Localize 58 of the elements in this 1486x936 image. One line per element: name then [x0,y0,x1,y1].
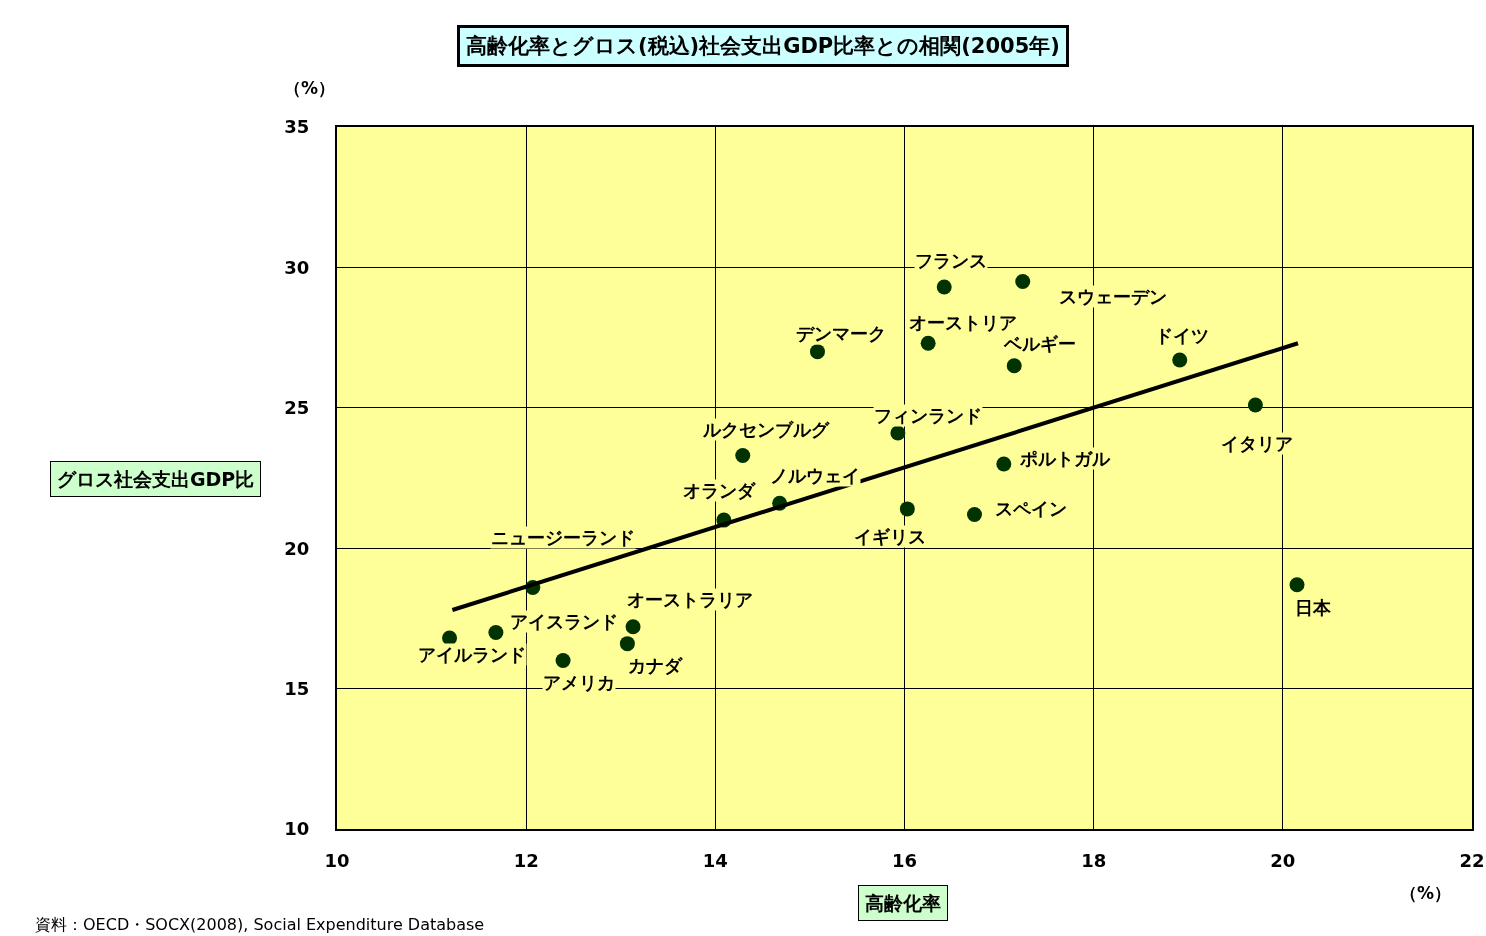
annotation: スペイン [995,498,1067,519]
y-tick-label: 30 [284,256,310,278]
point [899,501,915,517]
point [996,456,1012,472]
x-axis-title: 高齢化率 [865,892,941,914]
y-tick-label: 10 [284,818,310,840]
point [735,448,751,464]
annotation: アイスランド [510,611,618,632]
point [809,344,825,360]
annotation: ノルウェイ [770,465,860,486]
annotation: 日本 [1295,597,1332,618]
point [890,425,906,441]
annotation: ドイツ [1155,325,1209,346]
annotation: ポルトガル [1019,448,1111,469]
point [619,636,635,652]
annotation: ルクセンブルグ [702,419,830,440]
annotation: アイルランド [418,644,526,665]
annotation: オランダ [683,480,756,501]
point [442,630,458,646]
annotation: スウェーデン [1059,286,1167,307]
x-tick-label: 12 [513,849,539,871]
point [1015,273,1031,289]
y-tick-label: 15 [284,677,310,699]
annotation: オーストラリア [627,589,753,610]
y-axis-title: グロス社会支出GDP比 [57,468,255,490]
point [1247,397,1263,413]
text: 資料：OECD・SOCX(2008), Social Expenditure Database [35,915,485,934]
point [1172,352,1188,368]
annotation: イタリア [1221,433,1293,454]
annotation: ベルギー [1003,333,1076,354]
text: （%） [1400,883,1452,903]
point [936,279,952,295]
annotation: カナダ [628,655,683,676]
x-tick-label: 10 [324,849,350,871]
annotation: フランス [915,250,987,271]
annotation: デンマーク [796,323,886,344]
annotation: イギリス [854,526,926,547]
annotation: ニュージーランド [491,527,635,548]
x-tick-label: 16 [891,849,918,871]
point [625,619,641,635]
y-tick-label: 20 [284,537,310,559]
x-tick-label: 22 [1459,849,1485,871]
x-tick-label: 20 [1270,849,1296,871]
point [1289,577,1305,593]
point [920,335,936,351]
point [1006,358,1022,374]
y-tick-label: 25 [284,397,310,419]
x-tick-label: 18 [1081,849,1107,871]
x-tick-label: 14 [702,849,728,871]
annotation: フィンランド [874,405,982,426]
text: （%） [284,78,336,98]
y-tick-label: 35 [284,116,310,138]
point [967,507,982,522]
point [555,653,571,669]
point [488,624,504,640]
annotation: オーストリア [909,312,1017,333]
annotation: アメリカ [543,672,615,693]
chart-title: 高齢化率とグロス(税込)社会支出GDP比率との相関(2005年) [466,34,1060,58]
